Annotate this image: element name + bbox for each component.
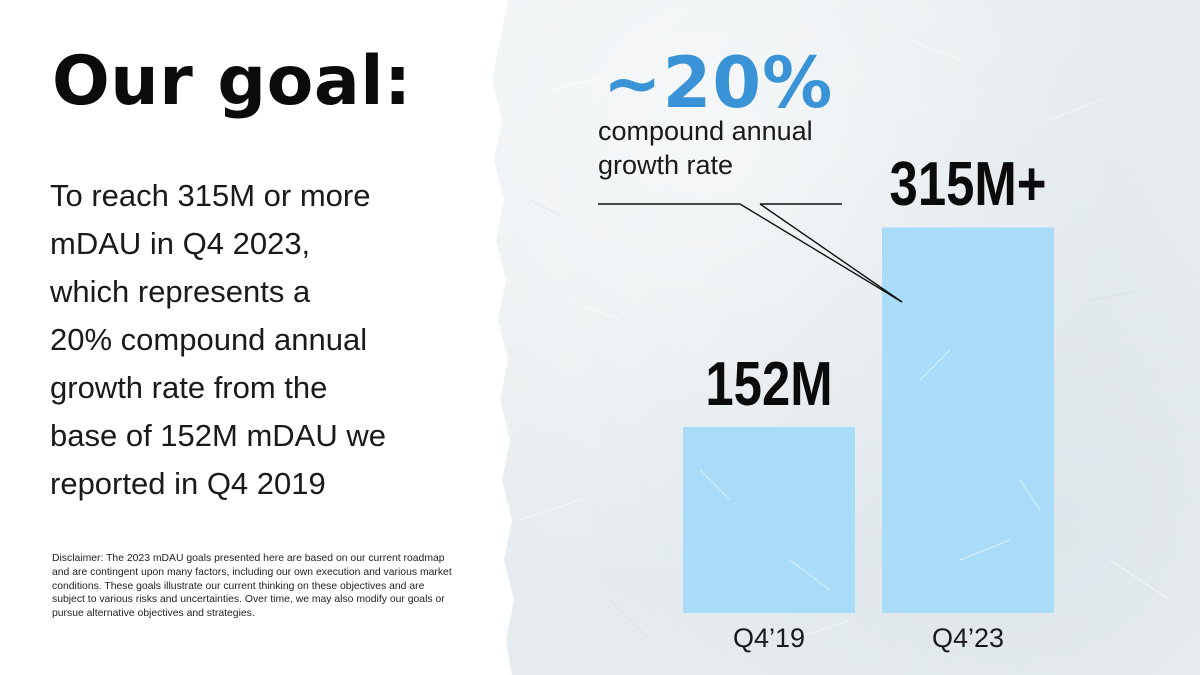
goal-description: To reach 315M or more mDAU in Q4 2023, w… bbox=[50, 172, 480, 508]
cagr-label-line: compound annual bbox=[598, 116, 813, 146]
goal-description-line: mDAU in Q4 2023, bbox=[50, 226, 311, 261]
goal-description-line: reported in Q4 2019 bbox=[50, 466, 326, 501]
cagr-value: ~20% bbox=[603, 42, 834, 124]
callout-pointer-right bbox=[759, 203, 903, 303]
cagr-label: compound annual growth rate bbox=[598, 114, 813, 182]
cagr-callout-lines bbox=[598, 203, 903, 303]
goal-description-line: growth rate from the bbox=[50, 370, 328, 405]
x-axis-label-q4-19: Q4’19 bbox=[732, 623, 806, 653]
goal-description-line: To reach 315M or more bbox=[50, 178, 371, 213]
x-axis-label-q4-23: Q4’23 bbox=[931, 623, 1005, 653]
bar-value-label-q4-23: 315M+ bbox=[889, 150, 1047, 220]
goal-description-line: 20% compound annual bbox=[50, 322, 368, 357]
disclaimer-text: Disclaimer: The 2023 mDAU goals presente… bbox=[52, 553, 452, 620]
bars-group bbox=[683, 227, 1054, 614]
slide-title: Our goal: bbox=[52, 42, 412, 121]
bar-value-label-q4-19: 152M bbox=[705, 349, 833, 419]
goal-description-line: which represents a bbox=[50, 274, 311, 309]
bar-q4-19 bbox=[683, 426, 855, 613]
callout-pointer-left bbox=[739, 203, 903, 303]
bar-texture bbox=[699, 349, 1041, 591]
paper-texture bbox=[519, 39, 1171, 641]
cagr-label-line: growth rate bbox=[598, 150, 734, 180]
bar-q4-23 bbox=[882, 227, 1054, 614]
goal-description-line: base of 152M mDAU we bbox=[50, 418, 386, 453]
